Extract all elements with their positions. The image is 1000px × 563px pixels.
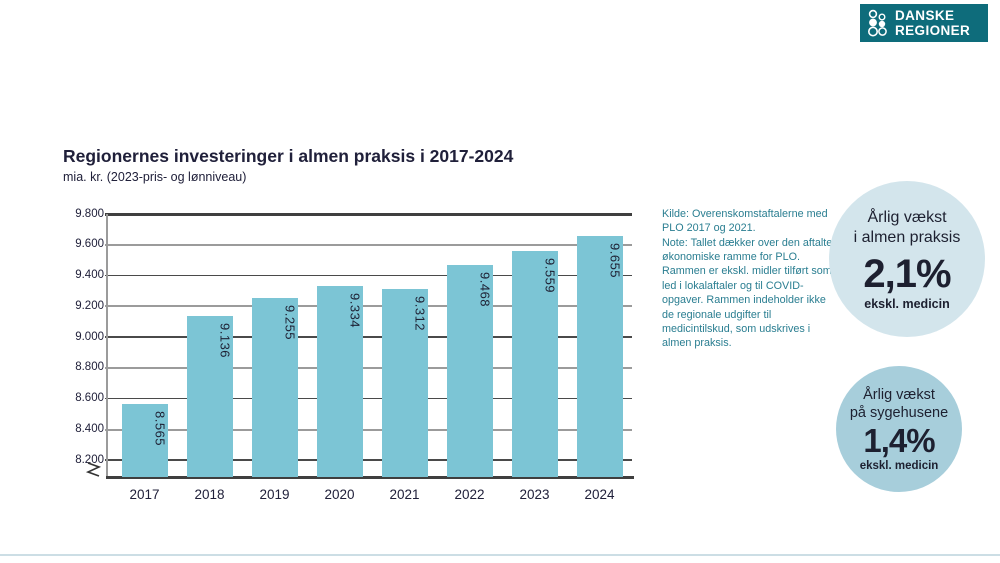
x-axis-line (106, 476, 634, 479)
gridline (112, 428, 632, 431)
bar-2017: 8.565 (121, 404, 168, 477)
source-note: Kilde: Overenskomstaftalerne med PLO 201… (662, 207, 838, 351)
y-axis-label: 8.200 (75, 453, 104, 466)
gridline (112, 305, 632, 308)
y-axis-label: 9.200 (75, 299, 104, 312)
logo-line1: DANSKE (895, 8, 955, 23)
y-axis-tick (105, 428, 112, 431)
logo-wordmark: DANSKE REGIONER (895, 8, 970, 38)
bar-2021: 9.312 (381, 289, 428, 477)
y-axis-label: 8.800 (75, 361, 104, 374)
y-axis-label: 8.400 (75, 423, 104, 435)
badge-percentage: 2,1% (863, 251, 951, 296)
chart-title: Regionernes investeringer i almen praksi… (63, 146, 514, 166)
bar-value-label: 9.312 (412, 296, 428, 332)
bar-2024: 9.655 (576, 236, 623, 477)
gridline (112, 213, 632, 216)
bar-2018: 9.136 (186, 316, 233, 477)
kilde-text: Kilde: Overenskomstaftalerne med PLO 201… (662, 208, 828, 235)
gridline (112, 397, 632, 400)
y-axis-tick (105, 213, 112, 216)
x-axis-label: 2023 (519, 487, 550, 502)
badge-label-line1: Årlig vækst (867, 208, 947, 226)
y-axis-label: 9.000 (75, 330, 104, 343)
y-axis-label: 9.800 (75, 207, 104, 220)
x-axis-label: 2024 (584, 487, 615, 502)
growth-badge-almen-praksis: Årlig vækst i almen praksis 2,1% ekskl. … (829, 181, 985, 337)
bar-value-label: 9.655 (607, 243, 623, 279)
y-axis-tick (105, 397, 112, 400)
growth-badge-sygehusene: Årlig vækst på sygehusene 1,4% ekskl. me… (836, 366, 962, 492)
axis-break-icon (85, 462, 102, 477)
y-axis-tick (105, 305, 112, 308)
badge-label-line2: på sygehusene (849, 405, 949, 421)
bar-value-label: 9.334 (347, 292, 363, 328)
y-axis-tick (105, 274, 112, 277)
bar-value-label: 9.255 (282, 304, 298, 340)
gridline (112, 366, 632, 369)
y-axis-tick (105, 366, 112, 369)
y-axis-tick (105, 336, 112, 338)
x-axis-label: 2019 (259, 487, 290, 502)
gridline (112, 243, 632, 246)
bar-value-label: 8.565 (152, 411, 168, 447)
bar-value-label: 9.136 (217, 323, 233, 359)
badge-label-line2: i almen praksis (853, 228, 961, 246)
note-text: Note: Tallet dækker over den aftalte øko… (662, 236, 833, 350)
bar-value-label: 9.468 (477, 272, 493, 308)
bar-2020: 9.334 (316, 285, 363, 477)
x-axis-label: 2021 (389, 487, 420, 502)
gridline (112, 459, 632, 461)
y-axis-line (106, 214, 108, 478)
footer-divider (0, 554, 1000, 556)
x-axis-label: 2020 (324, 487, 355, 502)
y-axis-tick (105, 459, 112, 461)
gridline (112, 336, 632, 338)
bar-2023: 9.559 (511, 251, 558, 477)
danske-regioner-logo: DANSKE REGIONER (860, 4, 988, 42)
badge-note: ekskl. medicin (859, 460, 939, 472)
badge-label-line1: Årlig vækst (863, 387, 935, 403)
bar-value-label: 9.559 (542, 258, 558, 294)
bar-2022: 9.468 (446, 265, 493, 477)
chart-subtitle: mia. kr. (2023-pris- og lønniveau) (63, 170, 247, 184)
gridline (112, 274, 632, 277)
y-axis-label: 9.600 (75, 238, 104, 251)
x-axis-label: 2017 (129, 487, 160, 502)
badge-note: ekskl. medicin (864, 296, 950, 311)
bar-2019: 9.255 (251, 297, 298, 477)
y-axis-label: 9.400 (75, 269, 104, 282)
x-axis-label: 2022 (454, 487, 485, 502)
badge-percentage: 1,4% (863, 422, 935, 459)
y-axis-label: 8.600 (75, 392, 104, 405)
logo-line2: REGIONER (895, 23, 971, 38)
y-axis-tick (105, 243, 112, 246)
circles-cluster-icon (868, 9, 887, 37)
x-axis-label: 2018 (194, 487, 225, 502)
